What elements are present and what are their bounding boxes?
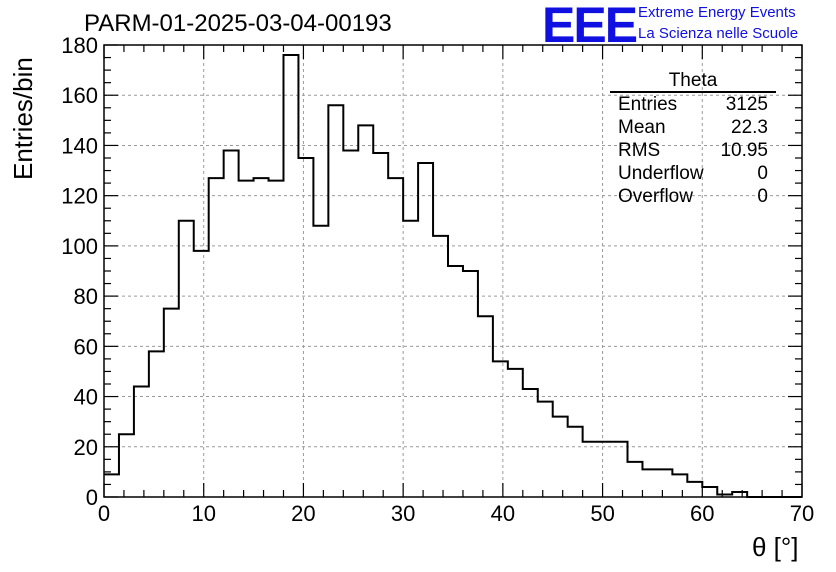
histogram-bin	[283, 55, 298, 497]
histogram-bin	[523, 389, 538, 497]
histogram-line	[104, 54, 802, 498]
y-tick-label: 180	[61, 33, 98, 58]
stats-row-rms: RMS 10.95	[610, 139, 776, 162]
histogram-bin	[717, 494, 732, 497]
stats-label: Underflow	[618, 163, 704, 184]
histogram-bin	[343, 150, 358, 497]
stats-value: 0	[757, 186, 768, 207]
histogram-bin	[119, 434, 134, 497]
stats-row-overflow: Overflow 0	[610, 185, 776, 208]
stats-box: Theta Entries 3125 Mean 22.3 RMS 10.95 U…	[610, 70, 776, 208]
x-tick-label: 0	[98, 501, 110, 526]
histogram-bin	[583, 442, 598, 497]
histogram-bin	[598, 442, 613, 497]
histogram-bin	[433, 236, 448, 497]
histogram-bin	[702, 487, 717, 497]
y-tick-label: 140	[61, 133, 98, 158]
stats-title: Theta	[610, 70, 776, 93]
stats-label: Overflow	[618, 186, 693, 207]
stats-value: 10.95	[720, 140, 768, 161]
histogram-bin	[224, 150, 239, 497]
histogram-bin	[149, 351, 164, 497]
histogram-bin	[418, 163, 433, 497]
stats-label: Entries	[618, 94, 678, 115]
histogram-bin	[478, 316, 493, 497]
stats-label: Mean	[618, 117, 666, 138]
histogram-bin	[298, 158, 313, 497]
stats-row-mean: Mean 22.3	[610, 116, 776, 139]
histogram-bin	[403, 221, 418, 497]
histogram-bin	[373, 153, 388, 497]
histogram-bin	[657, 469, 672, 497]
histogram-bin	[493, 361, 508, 497]
y-tick-label: 80	[74, 284, 98, 309]
histogram-bin	[313, 226, 328, 497]
histogram-bin	[388, 178, 403, 497]
histogram-bin	[732, 492, 747, 497]
histogram-bin	[239, 181, 254, 497]
histogram-bin	[328, 105, 343, 497]
histogram-bin	[613, 442, 628, 497]
stats-row-underflow: Underflow 0	[610, 162, 776, 185]
x-tick-label: 10	[191, 501, 215, 526]
histogram-bin	[448, 266, 463, 497]
logo-line-1: Extreme Energy Events	[638, 4, 796, 21]
stats-row-entries: Entries 3125	[610, 93, 776, 116]
y-tick-label: 0	[86, 485, 98, 510]
chart-title: PARM-01-2025-03-04-00193	[84, 10, 392, 37]
x-tick-label: 60	[690, 501, 714, 526]
histogram-bin	[164, 309, 179, 497]
y-tick-label: 160	[61, 83, 98, 108]
histogram-bin	[553, 417, 568, 497]
x-tick-label: 70	[790, 501, 814, 526]
y-axis-label: Entries/bin	[8, 57, 38, 180]
y-tick-label: 100	[61, 234, 98, 259]
histogram-bin	[209, 178, 224, 497]
x-tick-label: 30	[391, 501, 415, 526]
histogram-bin	[358, 125, 373, 497]
stats-value: 0	[757, 163, 768, 184]
x-tick-label: 40	[491, 501, 515, 526]
histogram-bin	[134, 387, 149, 497]
y-tick-label: 40	[74, 385, 98, 410]
histogram-bin	[642, 469, 657, 497]
stats-value: 22.3	[731, 117, 768, 138]
y-tick-label: 60	[74, 334, 98, 359]
eee-logo: EEE	[542, 0, 638, 53]
histogram-bin	[254, 178, 269, 497]
histogram-bin	[463, 271, 478, 497]
histogram-bin	[508, 369, 523, 497]
logo-line-2: La Scienza nelle Scuole	[638, 25, 799, 42]
histogram-bin	[194, 251, 209, 497]
stats-label: RMS	[618, 140, 661, 161]
histogram-bin	[269, 181, 284, 497]
y-tick-label: 120	[61, 184, 98, 209]
x-axis-label: θ [°]	[752, 532, 799, 562]
x-tick-label: 20	[291, 501, 315, 526]
histogram-bin	[179, 221, 194, 497]
histogram-bin	[628, 462, 643, 497]
x-tick-label: 50	[590, 501, 614, 526]
histogram-bin	[672, 474, 687, 497]
histogram-bin	[538, 402, 553, 497]
histogram-bin	[568, 427, 583, 497]
histogram-bin	[104, 474, 119, 497]
stats-value: 3125	[725, 94, 768, 115]
y-tick-label: 20	[74, 435, 98, 460]
histogram-bin	[687, 482, 702, 497]
